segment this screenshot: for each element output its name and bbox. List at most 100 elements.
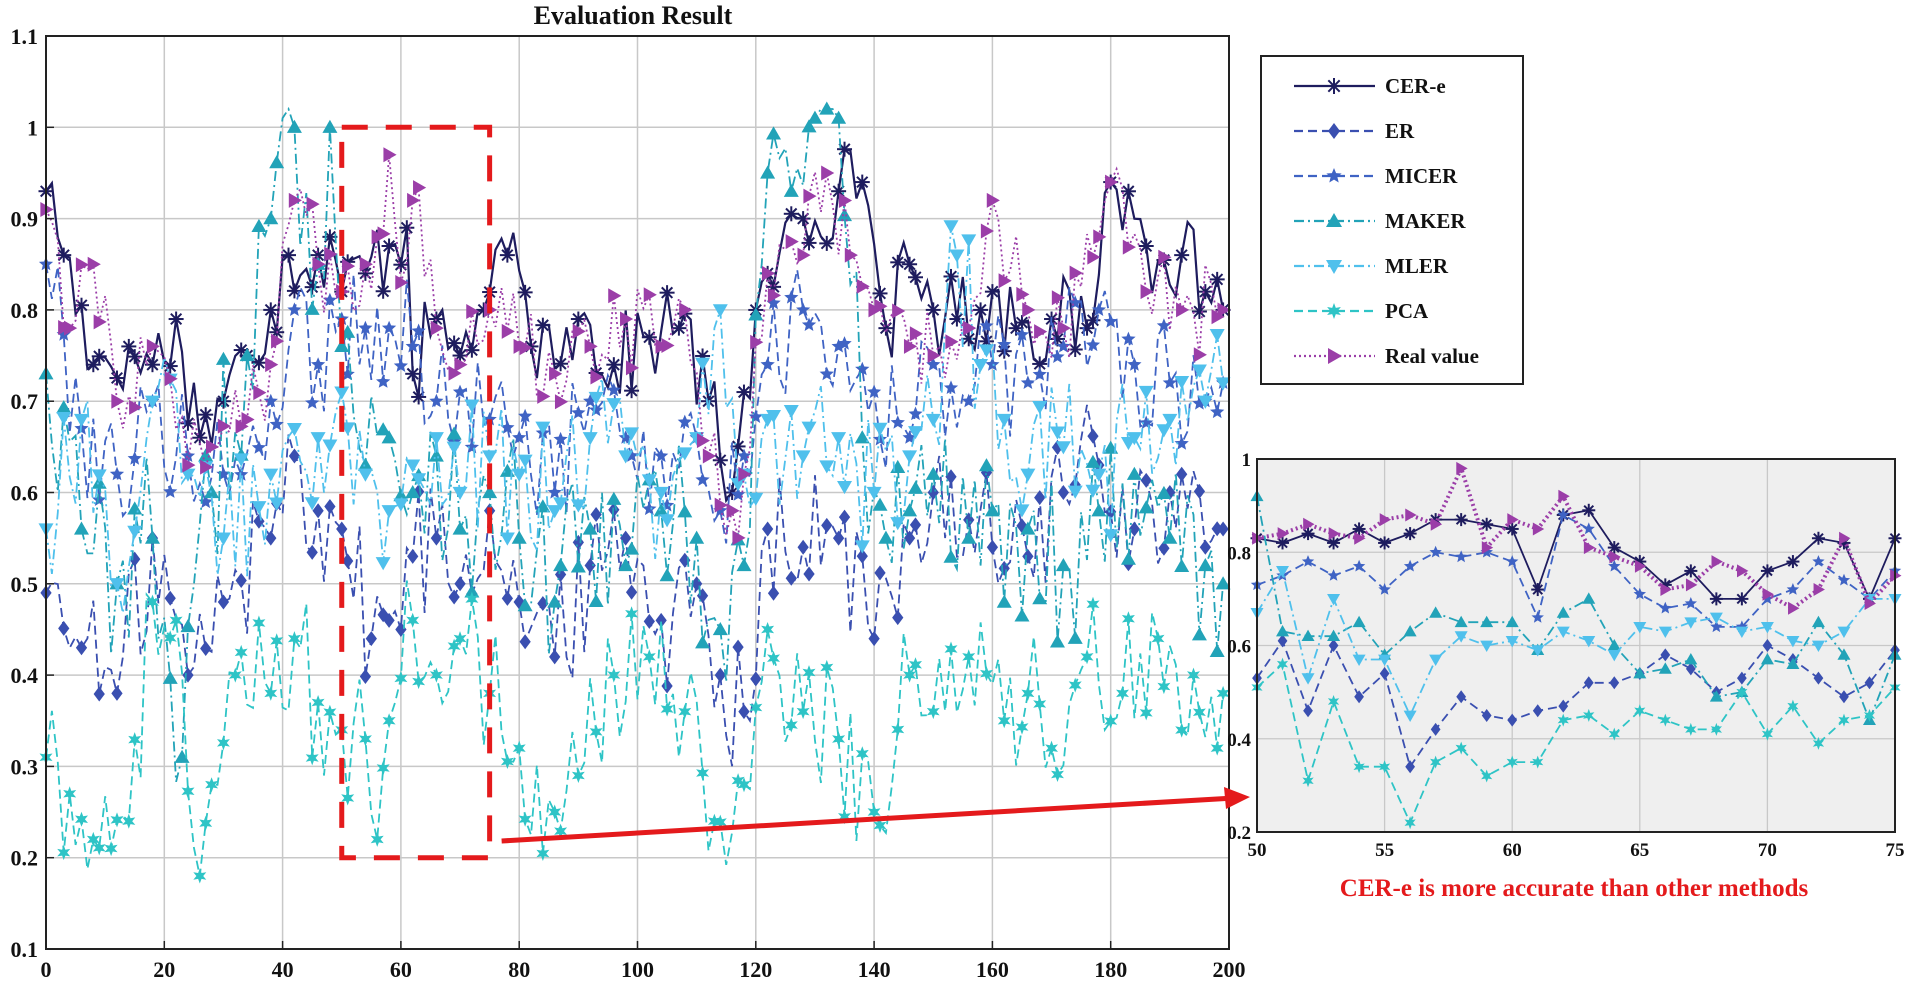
data-point	[1176, 302, 1190, 318]
data-point	[625, 584, 638, 600]
data-point	[198, 494, 213, 509]
data-point	[654, 448, 669, 462]
data-point	[590, 369, 604, 385]
data-point	[653, 503, 669, 517]
zoom-data-point	[1760, 621, 1774, 634]
data-point	[405, 338, 420, 353]
y-tick-label: 0.7	[11, 389, 39, 414]
zoom-data-point	[1709, 592, 1723, 606]
data-point	[305, 750, 319, 766]
zoom-data-point	[1405, 760, 1415, 774]
data-point	[405, 459, 421, 473]
zoom-data-point	[1352, 559, 1366, 572]
data-point	[821, 165, 835, 181]
data-point	[795, 450, 811, 464]
data-point	[868, 631, 880, 647]
data-point	[169, 612, 183, 628]
data-point	[87, 256, 101, 272]
data-point	[168, 311, 184, 327]
data-point	[961, 331, 977, 347]
data-point	[926, 357, 941, 371]
data-point	[549, 366, 563, 382]
data-point	[358, 731, 372, 747]
data-point	[454, 357, 468, 373]
zoom-data-point	[1455, 741, 1467, 755]
data-point	[943, 268, 959, 284]
zoom-data-point	[1582, 592, 1596, 604]
data-point	[1056, 338, 1071, 353]
zoom-data-point	[1327, 629, 1341, 642]
zoom-arrow	[501, 787, 1250, 844]
data-point	[482, 450, 498, 464]
data-point	[943, 549, 959, 563]
data-point	[909, 657, 922, 673]
zoom-data-point	[1839, 531, 1851, 545]
data-point	[200, 459, 214, 475]
data-point	[111, 393, 125, 409]
data-point	[978, 344, 994, 358]
x-tick-label: 60	[390, 957, 412, 982]
data-point	[760, 357, 775, 371]
data-point	[1217, 521, 1229, 537]
data-point	[660, 701, 674, 717]
data-point	[1067, 341, 1083, 357]
data-point	[547, 505, 563, 519]
data-point	[393, 358, 408, 372]
data-point	[547, 485, 562, 499]
data-point	[428, 448, 444, 462]
zoom-data-point	[1607, 649, 1621, 662]
data-point	[287, 302, 302, 316]
data-point	[1126, 432, 1142, 446]
data-point	[75, 257, 89, 273]
zoom-data-point	[1837, 573, 1851, 586]
data-point	[801, 119, 817, 133]
data-point	[1121, 331, 1136, 346]
zoom-data-point	[1454, 615, 1468, 628]
data-point	[1055, 441, 1071, 455]
zoom-y-tick-label: 0.4	[1227, 730, 1251, 751]
data-point	[519, 634, 531, 650]
zoom-data-point	[1454, 513, 1468, 527]
zoom-data-point	[1837, 626, 1851, 639]
data-point	[1191, 364, 1207, 378]
zoom-data-point	[1556, 626, 1570, 639]
y-tick-label: 0.5	[11, 572, 39, 597]
data-point	[607, 667, 621, 683]
data-point	[571, 405, 586, 419]
data-point	[838, 809, 851, 825]
data-point	[1156, 485, 1172, 500]
legend-item: MAKER	[1294, 209, 1466, 233]
data-point	[121, 338, 137, 354]
data-point	[1016, 286, 1030, 302]
zoom-data-point	[1761, 727, 1773, 741]
zoom-data-point	[1634, 704, 1646, 718]
data-point	[624, 427, 640, 441]
data-point	[104, 841, 118, 857]
data-point	[357, 468, 373, 482]
data-point	[620, 311, 634, 327]
main-grid	[45, 35, 1230, 950]
data-point	[1191, 627, 1207, 641]
legend-label: ER	[1385, 119, 1415, 143]
data-point	[310, 432, 326, 446]
data-point	[263, 302, 279, 318]
data-point	[980, 666, 993, 682]
data-point	[448, 589, 460, 605]
data-point	[661, 678, 673, 694]
data-point	[980, 223, 994, 239]
zoom-data-point	[1532, 704, 1543, 718]
data-point	[731, 773, 745, 789]
zoom-data-point	[1786, 555, 1800, 569]
data-point	[239, 348, 255, 362]
zoom-data-point	[1531, 645, 1545, 657]
data-point	[553, 356, 569, 372]
zoom-y-tick-label: 0.8	[1227, 543, 1251, 564]
data-point	[395, 275, 409, 291]
zoom-data-point	[1328, 639, 1339, 652]
data-point	[375, 422, 391, 436]
data-point	[819, 366, 834, 381]
data-point	[783, 206, 799, 222]
data-point	[322, 439, 338, 453]
data-point	[943, 220, 959, 234]
